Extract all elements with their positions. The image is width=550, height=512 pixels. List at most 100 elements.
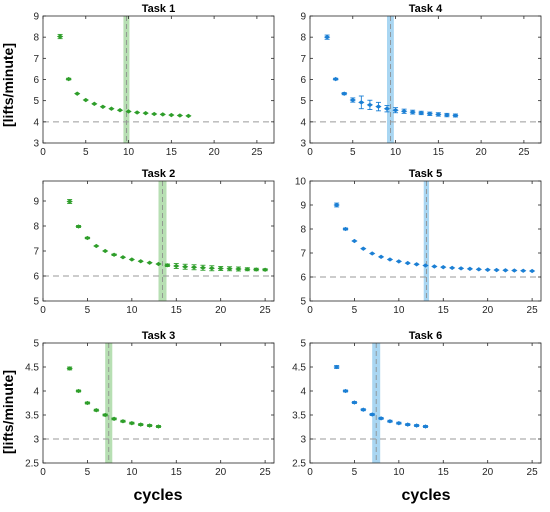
data-point	[369, 251, 376, 256]
data-point	[155, 424, 162, 429]
data-point	[75, 388, 82, 394]
y-tick-label: 8	[300, 33, 306, 44]
y-tick-label: 7	[300, 54, 306, 65]
data-point	[426, 111, 433, 116]
data-point	[110, 252, 118, 257]
y-tick-label: 3	[300, 139, 306, 150]
x-tick-label: 0	[40, 305, 46, 316]
y-tick-label: 3	[33, 139, 39, 150]
data-point	[475, 267, 482, 272]
y-tick-label: 3	[33, 435, 39, 446]
data-point	[244, 267, 251, 272]
y-tick-label: 4	[300, 117, 306, 128]
x-tick-label: 10	[393, 305, 405, 316]
data-point	[528, 268, 536, 274]
x-tick-label: 25	[518, 147, 530, 158]
data-point	[74, 91, 81, 96]
x-tick-label: 5	[350, 147, 356, 158]
data-point	[342, 226, 349, 232]
data-point	[440, 264, 447, 270]
data-point	[366, 102, 374, 108]
x-tick-label: 20	[482, 467, 494, 478]
data-point	[116, 108, 124, 113]
x-tick-label: 10	[126, 305, 138, 316]
x-tick-label: 5	[85, 305, 91, 316]
x-tick-label: 5	[83, 147, 89, 158]
y-tick-label: 7	[33, 247, 39, 258]
panel-title: Task 1	[142, 3, 175, 15]
x-tick-label: 15	[171, 467, 183, 478]
x-tick-label: 15	[166, 147, 178, 158]
x-tick-label: 20	[209, 147, 221, 158]
x-tick-label: 25	[260, 467, 272, 478]
data-point	[84, 235, 91, 241]
x-tick-label: 0	[307, 467, 313, 478]
data-point	[418, 110, 425, 116]
y-tick-label: 5	[33, 96, 39, 107]
data-point	[502, 268, 509, 273]
data-point	[351, 238, 358, 244]
y-tick-label: 8	[33, 33, 39, 44]
y-tick-label: 7	[33, 54, 39, 65]
data-point	[431, 264, 438, 269]
chart-panel: 0 5 10 15 20 25 3 4 5 6 7 8 9 Task 1	[33, 3, 275, 158]
data-point	[56, 34, 64, 39]
y-tick-label: 8	[33, 222, 39, 233]
x-tick-label: 20	[215, 467, 227, 478]
data-point	[351, 400, 358, 405]
data-point	[358, 100, 365, 105]
data-point	[413, 262, 420, 267]
panel-title: Task 2	[142, 168, 175, 180]
axes-box	[309, 180, 542, 302]
y-tick-label: 5	[300, 297, 306, 308]
data-point	[386, 419, 394, 424]
data-point	[342, 388, 349, 394]
y-tick-label: 9	[300, 12, 306, 23]
data-point	[404, 422, 411, 427]
y-tick-label: 5	[300, 96, 306, 107]
data-point	[119, 255, 127, 260]
data-point	[128, 257, 135, 262]
data-point	[91, 101, 98, 107]
panel-title: Task 3	[142, 330, 175, 342]
chart-panel: 0 5 10 15 20 25 3 4 5 6 7 8 9 Task 4	[300, 3, 542, 158]
data-point	[349, 97, 356, 103]
data-point	[133, 110, 141, 115]
y-tick-label: 3	[300, 435, 306, 446]
data-point	[168, 112, 175, 118]
axes-box	[42, 15, 275, 144]
y-tick-label: 4	[300, 387, 306, 398]
x-tick-label: 10	[393, 467, 405, 478]
data-point	[208, 266, 215, 271]
y-axis-label-top: [lifts/minute]	[0, 43, 16, 127]
x-tick-label: 15	[433, 147, 445, 158]
x-tick-label: 25	[251, 147, 263, 158]
y-tick-label: 6	[33, 272, 39, 283]
data-point	[185, 113, 192, 119]
data-point	[422, 263, 429, 268]
x-tick-label: 20	[215, 305, 227, 316]
y-tick-label: 8	[300, 225, 306, 236]
data-point	[190, 265, 198, 270]
data-point	[84, 400, 91, 406]
data-point	[146, 423, 153, 428]
data-point	[108, 106, 115, 111]
y-tick-label: 2.5	[25, 459, 39, 470]
panel-title: Task 4	[409, 3, 443, 15]
chart-panel: 0 5 10 15 20 25 2.5 3 3.5 4 4.5 5 Task 3	[25, 330, 275, 478]
data-point	[82, 97, 89, 103]
axes-box	[42, 180, 275, 302]
axes-box	[309, 15, 542, 144]
data-point	[377, 416, 385, 421]
data-point	[217, 266, 224, 271]
data-point	[369, 412, 376, 417]
x-tick-label: 25	[527, 467, 539, 478]
y-tick-label: 5	[300, 339, 306, 350]
x-tick-label: 5	[85, 467, 91, 478]
data-point	[484, 267, 491, 272]
data-point	[332, 76, 339, 82]
data-point	[253, 267, 260, 272]
